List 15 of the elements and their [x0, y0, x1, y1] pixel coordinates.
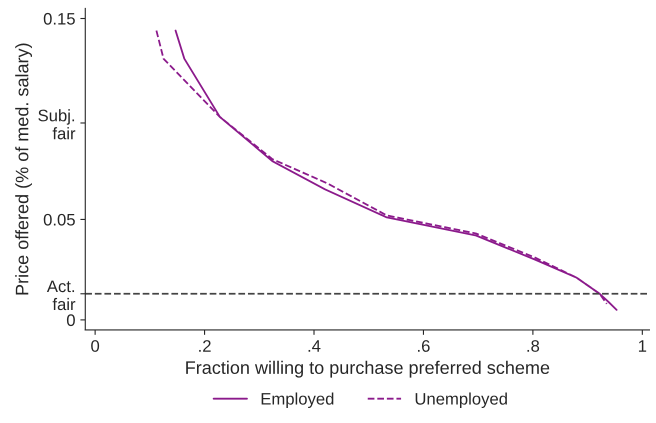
y-tick-label: 0.15 [44, 12, 75, 25]
x-tick-label: .2 [199, 340, 211, 352]
y-tick-label: 0.05 [44, 214, 75, 226]
x-tick-label: .6 [418, 340, 430, 352]
y-tick-label: Act. fair [46, 280, 76, 310]
y-tick-label: Subj. fair [38, 109, 76, 140]
legend-label: Unemployed [416, 392, 507, 408]
x-tick-label: 0 [91, 340, 100, 352]
x-tick-label: 1 [638, 340, 646, 352]
x-tick-label: .8 [527, 340, 540, 352]
y-axis-title: Price offered (% of med. salary) [15, 44, 32, 294]
y-tick-label: 0 [66, 314, 75, 326]
x-axis-title: Fraction willing to purchase preferred scheme [186, 360, 550, 378]
x-tick-label: .4 [308, 340, 320, 352]
legend-label: Employed [262, 392, 334, 408]
